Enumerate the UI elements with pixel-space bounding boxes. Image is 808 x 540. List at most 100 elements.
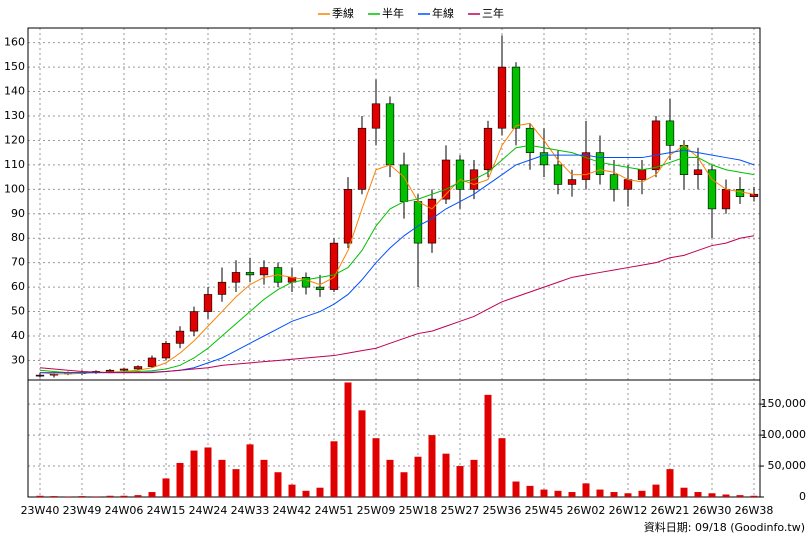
candle-body: [483, 127, 493, 171]
candle-body: [371, 103, 381, 129]
x-tick-label: 26W38: [735, 504, 774, 517]
y-tick-label: 110: [4, 158, 25, 171]
candle-body: [735, 189, 745, 197]
volume-bar: [50, 496, 58, 497]
y-tick-label: 160: [4, 36, 25, 49]
volume-bar: [638, 490, 646, 497]
legend-label: 年線: [432, 6, 454, 20]
volume-bar: [204, 447, 212, 497]
candle-body: [119, 368, 129, 371]
volume-bar: [358, 410, 366, 497]
volume-bar: [694, 492, 702, 497]
ma-line: [39, 122, 755, 375]
volume-bar: [652, 484, 660, 497]
volume-bar: [36, 495, 44, 497]
legend-label: 季線: [332, 6, 354, 20]
volume-bar: [456, 466, 464, 497]
volume-bar: [372, 438, 380, 497]
y-tick-label: 100: [4, 182, 25, 195]
candle-body: [399, 164, 409, 202]
volume-bar: [722, 494, 730, 497]
candle-body: [35, 374, 45, 377]
candle-body: [259, 267, 269, 276]
x-tick-label: 25W27: [441, 504, 480, 517]
volume-bar: [708, 493, 716, 497]
volume-bar: [498, 438, 506, 497]
x-tick-label: 24W15: [147, 504, 186, 517]
candle-body: [665, 120, 675, 146]
x-tick-label: 23W49: [63, 504, 102, 517]
volume-bar: [666, 469, 674, 497]
volume-bar: [64, 496, 72, 497]
x-tick-label: 24W51: [315, 504, 354, 517]
volume-bar: [386, 459, 394, 497]
candle-body: [455, 159, 465, 190]
candle-body: [525, 127, 535, 153]
volume-bar: [134, 495, 142, 497]
candle-body: [623, 179, 633, 190]
candle-body: [497, 66, 507, 129]
volume-bar: [568, 492, 576, 497]
ma-line: [39, 144, 755, 374]
candle-body: [511, 66, 521, 129]
volume-bar: [750, 495, 758, 497]
volume-bar: [414, 456, 422, 497]
y2-tick-label: 0: [799, 490, 806, 503]
candle-body: [301, 277, 311, 288]
y-tick-label: 90: [11, 207, 25, 220]
volume-bar: [288, 484, 296, 497]
x-tick-label: 26W12: [609, 504, 648, 517]
x-tick-label: 24W24: [189, 504, 228, 517]
y-tick-label: 140: [4, 85, 25, 98]
volume-bar: [512, 481, 520, 497]
x-tick-label: 25W18: [399, 504, 438, 517]
volume-bar: [526, 485, 534, 497]
x-tick-label: 25W45: [525, 504, 564, 517]
candle-body: [147, 357, 157, 367]
volume-bar: [470, 459, 478, 497]
volume-bar: [484, 394, 492, 497]
volume-bar: [106, 495, 114, 497]
candle-body: [231, 272, 241, 283]
x-tick-label: 26W21: [651, 504, 690, 517]
volume-bar: [344, 382, 352, 497]
y2-tick-label: 150,000: [761, 397, 807, 410]
candle-body: [707, 169, 717, 210]
candle-body: [161, 343, 171, 359]
volume-bar: [218, 459, 226, 497]
volume-bar: [330, 441, 338, 497]
candle-body: [553, 164, 563, 185]
candle-body: [385, 103, 395, 166]
volume-bar: [596, 489, 604, 497]
volume-bar: [148, 492, 156, 497]
volume-bar: [232, 469, 240, 497]
volume-bar: [120, 495, 128, 497]
x-tick-label: 26W02: [567, 504, 606, 517]
y-tick-label: 40: [11, 329, 25, 342]
x-tick-label: 24W42: [273, 504, 312, 517]
volume-bar: [246, 444, 254, 497]
volume-bar: [302, 490, 310, 497]
candle-body: [651, 120, 661, 171]
x-tick-label: 25W09: [357, 504, 396, 517]
candle-body: [315, 286, 325, 290]
volume-bar: [400, 472, 408, 497]
volume-bar: [274, 472, 282, 497]
volume-frame: [27, 379, 761, 498]
legend-label: 半年: [382, 6, 404, 20]
candle-body: [595, 152, 605, 175]
volume-bar: [736, 495, 744, 497]
candle-body: [217, 281, 227, 295]
candle-body: [343, 189, 353, 244]
y2-tick-label: 50,000: [768, 459, 807, 472]
y-tick-label: 150: [4, 60, 25, 73]
volume-bar: [610, 492, 618, 497]
volume-bar: [316, 487, 324, 497]
candle-body: [245, 272, 255, 276]
candle-body: [721, 189, 731, 210]
candle-body: [539, 152, 549, 166]
candle-body: [105, 369, 115, 372]
candle-body: [203, 294, 213, 312]
x-tick-label: 23W40: [21, 504, 60, 517]
